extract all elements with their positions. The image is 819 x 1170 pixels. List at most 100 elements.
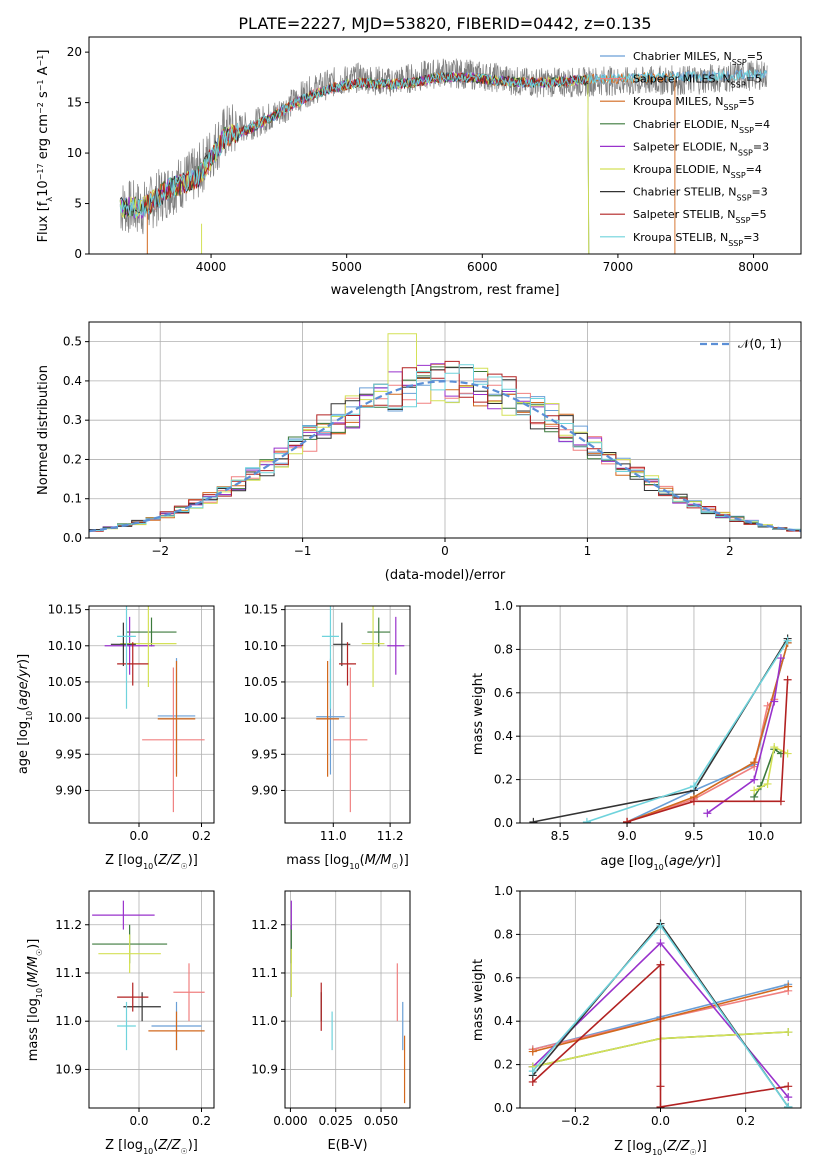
y-axis-label-part: −1: [36, 79, 45, 91]
y-tick-label: 15: [67, 96, 82, 110]
weight-marker: [528, 1047, 537, 1056]
x-axis-label-part: ☉: [181, 1147, 188, 1156]
y-tick-label: 0.2: [494, 1058, 513, 1072]
x-axis-label-part: 10: [652, 1148, 662, 1157]
weight-marker: [656, 1082, 665, 1091]
weight-marker: [784, 1028, 793, 1037]
y-tick-label: 0.2: [494, 773, 513, 787]
x-tick-label: 8.5: [551, 829, 570, 843]
y-tick-label: 0.8: [494, 642, 513, 656]
weight-marker: [529, 817, 538, 823]
axes-frame: [519, 890, 802, 1109]
y-axis-label-part: (: [26, 983, 41, 988]
x-tick-label: 0.2: [192, 829, 211, 843]
x-axis-label-part: Z [log: [105, 1138, 143, 1153]
y-axis-label-part: s: [36, 91, 51, 102]
x-tick-label: 8000: [738, 260, 769, 274]
y-axis-label-part: 10: [36, 180, 51, 197]
weight-marker: [770, 743, 779, 752]
weight-marker: [784, 982, 793, 991]
weight-series-line: [626, 679, 789, 823]
histogram-axes-frame: [88, 321, 802, 539]
y-axis-label-part: ]: [36, 50, 51, 55]
legend-label-part: =4: [754, 118, 770, 131]
error-bars: [92, 900, 205, 1051]
x-axis-label-part: Z/Z: [157, 1138, 181, 1153]
x-tick-label: −0.2: [561, 1114, 590, 1128]
y-axis-label-part: age/yr: [16, 662, 31, 705]
histogram-steps: [89, 333, 801, 534]
x-tick-label: 9.5: [684, 829, 703, 843]
weight-marker: [783, 749, 792, 758]
gaussian-curve: [89, 380, 801, 533]
legend-label-part: SSP: [731, 80, 746, 89]
x-tick-label: 5000: [331, 260, 362, 274]
axes-frame: [284, 605, 411, 824]
weight-marker: [750, 786, 759, 795]
weight-series-line: [753, 747, 782, 798]
y-axis-label: mass weight: [471, 959, 486, 1041]
legend-label: Kroupa STELIB, NSSP=3: [633, 231, 759, 248]
z-vs-mass-panel: 0.0 0.210.911.011.111.2Z [log10(Z/Z☉)]mas…: [26, 890, 215, 1156]
y-tick-label: 10.05: [48, 675, 82, 689]
x-tick-label: 0.0: [651, 1114, 670, 1128]
y-tick-label: 0.6: [494, 971, 513, 985]
error-bars: [290, 900, 406, 1104]
weight-marker: [776, 797, 785, 806]
legend-label: Salpeter STELIB, NSSP=5: [633, 208, 767, 225]
axes-frame: [284, 890, 411, 1109]
legend-label-part: Kroupa ELODIE, N: [633, 163, 731, 176]
legend-label-part: =5: [738, 95, 754, 108]
legend-label-part: =5: [747, 50, 763, 63]
legend-label-part: SSP: [735, 216, 750, 225]
legend-label-part: Chabrier STELIB, N: [633, 186, 737, 199]
x-axis-label-part: 10: [143, 1147, 153, 1156]
x-axis-label-part: (: [664, 854, 669, 869]
x-tick-label: 2: [726, 544, 734, 558]
x-axis-label-part: age/yr: [669, 854, 712, 869]
y-tick-label: 10.00: [244, 711, 278, 725]
y-axis-label-part: 10: [25, 711, 34, 721]
x-axis-label-part: age [log: [600, 854, 653, 869]
weight-marker: [528, 1077, 537, 1086]
age-mass-weight-panel: 8.5 9.0 9.5 10.0 0.0 0.2 0.4 0.6 0.8 1.0 age [log1…: [471, 599, 802, 872]
x-axis-label-part: mass [log: [286, 853, 349, 868]
legend-label-part: Salpeter MILES, N: [633, 73, 731, 86]
x-axis-label-part: ☉: [690, 1148, 697, 1157]
x-tick-label: 0.000: [273, 1114, 307, 1128]
y-tick-label: 9.95: [251, 747, 278, 761]
weight-marker: [656, 960, 665, 969]
x-axis-label-part: ☉: [391, 862, 398, 871]
legend-label-part: Chabrier MILES, N: [633, 50, 732, 63]
error-bars: [104, 606, 205, 813]
y-tick-label: 0.0: [63, 531, 82, 545]
y-tick-label: 10: [67, 146, 82, 160]
y-tick-label: 5: [74, 197, 82, 211]
y-tick-label: 0.3: [63, 413, 82, 427]
spectrum-panel: 4000 5000 6000 7000 8000 0 5 10 15 20 Chabrier MIL…: [36, 36, 802, 298]
x-axis-label-part: Z/Z: [157, 853, 181, 868]
y-tick-label: 11.2: [55, 918, 82, 932]
legend-label-part: Kroupa MILES, N: [633, 95, 723, 108]
weight-marker: [750, 758, 759, 767]
legend-label-part: SSP: [723, 103, 738, 112]
legend-label-part: SSP: [728, 238, 743, 247]
x-axis-label: age [log10(age/yr)]: [600, 854, 720, 872]
x-axis-label: Z [log10(Z/Z☉)]: [105, 853, 198, 871]
weight-marker: [784, 1082, 793, 1091]
y-axis-label-part: mass [log: [26, 998, 41, 1061]
x-axis-label-part: (: [662, 1139, 667, 1154]
x-tick-label: 1: [584, 544, 592, 558]
y-axis-label-part: age [log: [16, 721, 31, 774]
x-axis-label: mass [log10(M/M☉)]: [286, 853, 409, 871]
y-tick-label: 10.9: [55, 1062, 82, 1076]
legend-label-part: SSP: [739, 125, 754, 134]
y-tick-label: 10.15: [48, 603, 82, 617]
y-axis-label-part: A: [36, 66, 51, 79]
legend-label-part: =3: [743, 231, 759, 244]
legend-label-part: Chabrier ELODIE, N: [633, 118, 739, 131]
legend-label-part: SSP: [738, 148, 753, 157]
x-tick-label: 0.050: [364, 1114, 398, 1128]
figure-title: PLATE=2227, MJD=53820, FIBERID=0442, z=0…: [238, 14, 651, 33]
